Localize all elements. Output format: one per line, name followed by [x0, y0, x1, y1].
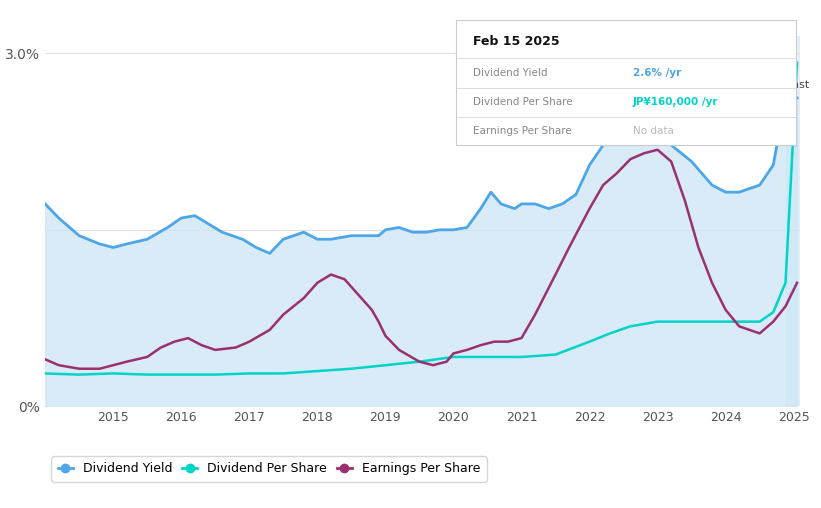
Text: Dividend Per Share: Dividend Per Share [473, 98, 572, 108]
Text: No data: No data [633, 126, 674, 136]
Text: Dividend Yield: Dividend Yield [473, 68, 547, 78]
Text: 2.6% /yr: 2.6% /yr [633, 68, 681, 78]
Legend: Dividend Yield, Dividend Per Share, Earnings Per Share: Dividend Yield, Dividend Per Share, Earn… [52, 456, 487, 482]
Text: Past: Past [787, 80, 810, 90]
Text: Earnings Per Share: Earnings Per Share [473, 126, 571, 136]
Text: JP¥160,000 /yr: JP¥160,000 /yr [633, 98, 718, 108]
Text: Feb 15 2025: Feb 15 2025 [473, 35, 559, 48]
Bar [786, 36, 800, 406]
